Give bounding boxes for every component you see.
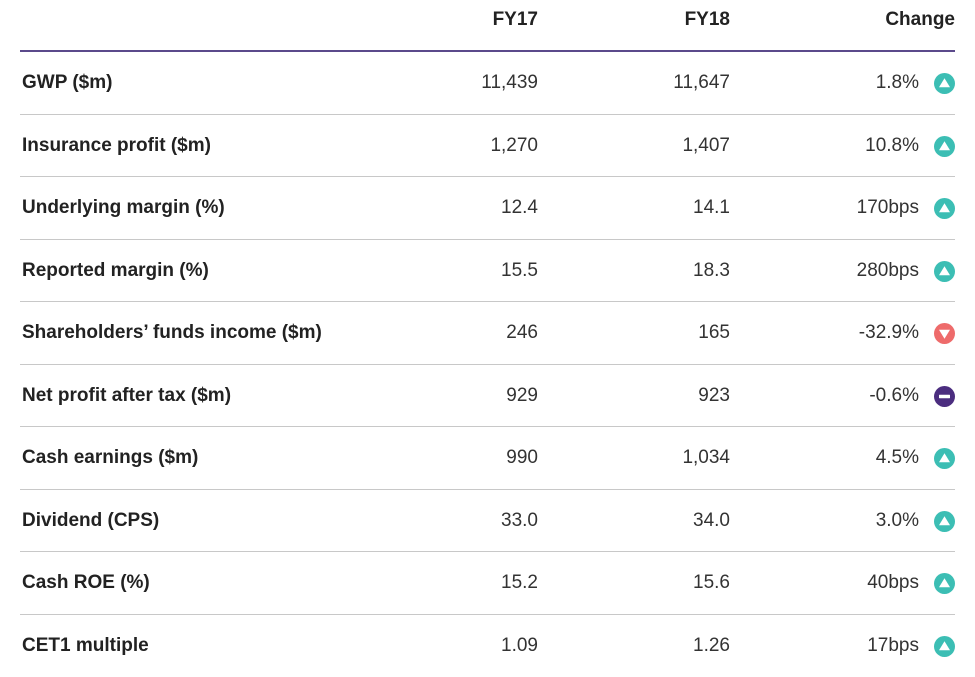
change-value: 4.5% <box>876 447 919 469</box>
fy18-value: 1,407 <box>682 135 730 157</box>
row-label: Net profit after tax ($m) <box>22 385 231 407</box>
table-body: GWP ($m) 11,439 11,647 1.8% Insurance profit… <box>20 52 955 677</box>
fy18-value: 34.0 <box>693 510 730 532</box>
fy18-value: 14.1 <box>693 197 730 219</box>
fy17-value: 12.4 <box>501 197 538 219</box>
change-value: 280bps <box>857 260 919 282</box>
fy17-value: 11,439 <box>481 72 538 94</box>
change-value: 40bps <box>867 572 919 594</box>
results-table: FY17 FY18 Change GWP ($m) 11,439 11,647 1.8… <box>20 0 955 677</box>
fy17-value: 15.2 <box>501 572 538 594</box>
minus-icon <box>934 386 955 407</box>
table-row: Insurance profit ($m) 1,270 1,407 10.8% <box>20 115 955 178</box>
table-row: Cash earnings ($m) 990 1,034 4.5% <box>20 427 955 490</box>
row-label: Shareholders’ funds income ($m) <box>22 322 322 344</box>
table-row: Dividend (CPS) 33.0 34.0 3.0% <box>20 490 955 553</box>
fy17-value: 15.5 <box>501 260 538 282</box>
fy17-value: 1.09 <box>501 635 538 657</box>
table-row: Reported margin (%) 15.5 18.3 280bps <box>20 240 955 303</box>
triangle-up-icon <box>934 198 955 219</box>
triangle-up-icon <box>934 573 955 594</box>
table-header: FY17 FY18 Change <box>20 0 955 52</box>
change-value: -0.6% <box>869 385 919 407</box>
row-label: Underlying margin (%) <box>22 197 225 219</box>
fy18-value: 18.3 <box>693 260 730 282</box>
fy18-value: 1.26 <box>693 635 730 657</box>
fy17-value: 990 <box>506 447 538 469</box>
table-row: Net profit after tax ($m) 929 923 -0.6% <box>20 365 955 428</box>
fy17-value: 33.0 <box>501 510 538 532</box>
triangle-up-icon <box>934 73 955 94</box>
row-label: Dividend (CPS) <box>22 510 159 532</box>
fy17-value: 1,270 <box>490 135 538 157</box>
triangle-up-icon <box>934 636 955 657</box>
triangle-up-icon <box>934 261 955 282</box>
row-label: Insurance profit ($m) <box>22 135 211 157</box>
header-change: Change <box>885 9 955 31</box>
table-row: CET1 multiple 1.09 1.26 17bps <box>20 615 955 677</box>
row-label: Cash ROE (%) <box>22 572 150 594</box>
fy17-value: 246 <box>506 322 538 344</box>
change-value: 170bps <box>857 197 919 219</box>
row-label: Cash earnings ($m) <box>22 447 198 469</box>
row-label: GWP ($m) <box>22 72 112 94</box>
change-value: 1.8% <box>876 72 919 94</box>
change-value: 3.0% <box>876 510 919 532</box>
fy18-value: 923 <box>698 385 730 407</box>
triangle-down-icon <box>934 323 955 344</box>
change-value: 10.8% <box>865 135 919 157</box>
table-row: GWP ($m) 11,439 11,647 1.8% <box>20 52 955 115</box>
triangle-up-icon <box>934 511 955 532</box>
header-fy18: FY18 <box>685 9 730 31</box>
table-row: Shareholders’ funds income ($m) 246 165 -32… <box>20 302 955 365</box>
fy18-value: 1,034 <box>682 447 730 469</box>
row-label: CET1 multiple <box>22 635 149 657</box>
change-value: 17bps <box>867 635 919 657</box>
fy17-value: 929 <box>506 385 538 407</box>
table-row: Underlying margin (%) 12.4 14.1 170bps <box>20 177 955 240</box>
fy18-value: 15.6 <box>693 572 730 594</box>
fy18-value: 11,647 <box>673 72 730 94</box>
table-row: Cash ROE (%) 15.2 15.6 40bps <box>20 552 955 615</box>
change-value: -32.9% <box>859 322 919 344</box>
row-label: Reported margin (%) <box>22 260 209 282</box>
triangle-up-icon <box>934 136 955 157</box>
header-fy17: FY17 <box>493 9 538 31</box>
fy18-value: 165 <box>698 322 730 344</box>
triangle-up-icon <box>934 448 955 469</box>
